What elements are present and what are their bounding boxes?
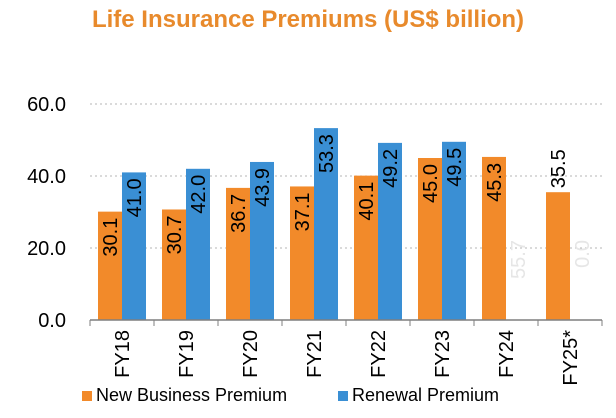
bar-new-business <box>226 187 250 320</box>
y-tick-label: 0.0 <box>38 310 66 332</box>
bars <box>98 128 570 320</box>
chart-title: Life Insurance Premiums (US$ billion) <box>91 6 525 33</box>
bar-renewal <box>250 161 274 320</box>
x-axis: FY18 FY19 FY20 FY21 FY22 FY23 FY24 FY25* <box>89 319 603 386</box>
bar-value-label: 49.2 <box>380 149 402 188</box>
y-axis: 0.0 20.0 40.0 60.0 <box>27 94 66 332</box>
bar-value-label: 37.1 <box>292 192 314 231</box>
legend-swatch <box>338 391 348 401</box>
bar-renewal <box>186 168 210 320</box>
bar-value-label: 35.5 <box>548 149 570 188</box>
x-category-label: FY22 <box>368 330 390 378</box>
x-category-label: FY25* <box>560 330 582 386</box>
bar-new-business <box>290 186 314 320</box>
bar-renewal <box>122 172 146 320</box>
bar-renewal <box>314 128 338 320</box>
x-category-label: FY23 <box>432 330 454 378</box>
bar-new-business <box>546 192 570 320</box>
bar-value-label: 36.7 <box>228 194 250 233</box>
bar-new-business <box>98 211 122 320</box>
bar-renewal <box>378 142 402 320</box>
bar-value-label: 30.7 <box>164 215 186 254</box>
y-tick-label: 20.0 <box>27 238 66 260</box>
bar-value-label: 45.3 <box>484 163 506 202</box>
bar-new-business <box>418 158 442 320</box>
bar-new-business <box>162 209 186 320</box>
legend: New Business Premium Renewal Premium <box>82 385 499 405</box>
x-category-label: FY18 <box>112 330 134 378</box>
x-category-label: FY20 <box>240 330 262 378</box>
bar-value-label: 41.0 <box>124 178 146 217</box>
bar-value-label: 43.9 <box>252 168 274 207</box>
bar-value-label: 40.1 <box>356 182 378 221</box>
bar-labels: 30.141.0 30.742.0 36.743.9 37.153.3 40.149.2… <box>100 134 594 279</box>
x-category-label: FY21 <box>304 330 326 378</box>
bar-value-label: 30.1 <box>100 218 122 257</box>
bar-value-label: 0.0 <box>572 240 594 268</box>
bar-renewal <box>442 141 466 320</box>
bar-value-label: 55.7 <box>508 240 530 279</box>
x-category-label: FY19 <box>176 330 198 378</box>
bar-value-label: 49.5 <box>444 148 466 187</box>
bar-value-label: 42.0 <box>188 175 210 214</box>
bar-value-label: 45.0 <box>420 164 442 203</box>
y-tick-label: 60.0 <box>27 94 66 116</box>
y-tick-label: 40.0 <box>27 166 66 188</box>
legend-label: Renewal Premium <box>352 385 499 405</box>
bar-value-label: 53.3 <box>316 134 338 173</box>
bar-new-business <box>482 156 506 320</box>
legend-label: New Business Premium <box>96 385 287 405</box>
legend-swatch <box>82 391 92 401</box>
x-category-label: FY24 <box>496 330 518 378</box>
bar-new-business <box>354 175 378 320</box>
